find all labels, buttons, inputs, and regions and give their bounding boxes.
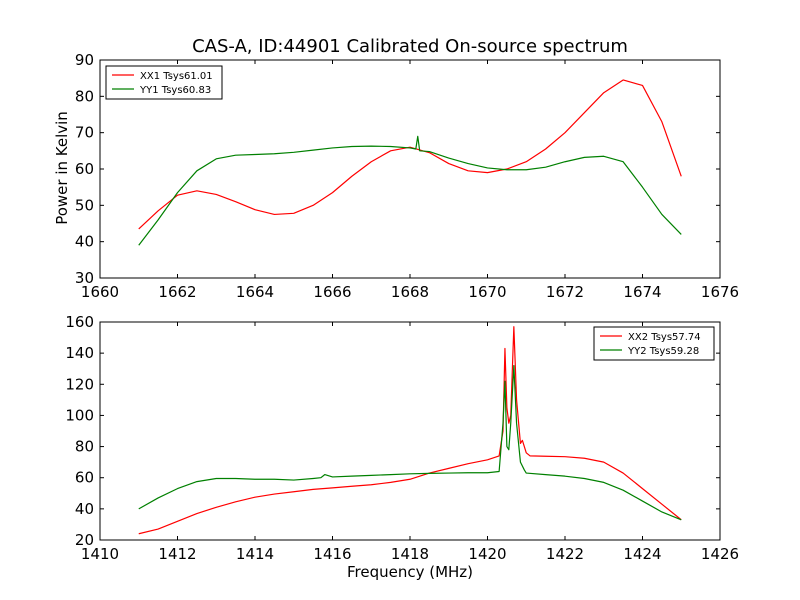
bottom-xtick-label: 1412 bbox=[158, 545, 196, 563]
top-xtick-label: 1672 bbox=[546, 283, 584, 301]
bottom-series-line-2 bbox=[138, 365, 682, 521]
bottom-xtick-label: 1414 bbox=[236, 545, 274, 563]
top-legend-label: YY1 Tsys60.83 bbox=[139, 85, 211, 96]
top-ytick-label: 40 bbox=[75, 233, 94, 251]
top-xtick-label: 1668 bbox=[391, 283, 429, 301]
bottom-ytick-label: 160 bbox=[65, 313, 94, 331]
y-axis-label: Power in Kelvin bbox=[53, 111, 71, 225]
bottom-ytick-label: 120 bbox=[65, 375, 94, 393]
top-series-line-2 bbox=[138, 135, 682, 246]
top-xtick-label: 1670 bbox=[468, 283, 506, 301]
top-ytick-label: 60 bbox=[75, 160, 94, 178]
top-xtick-label: 1674 bbox=[623, 283, 661, 301]
bottom-legend: XX2 Tsys57.74 YY2 Tsys59.28 bbox=[593, 326, 715, 361]
bottom-legend-label: YY2 Tsys59.28 bbox=[627, 346, 699, 357]
bottom-xtick-label: 1424 bbox=[623, 545, 661, 563]
top-legend-label: XX1 Tsys61.01 bbox=[140, 71, 213, 82]
bottom-xtick-label: 1418 bbox=[391, 545, 429, 563]
top-series-line-1 bbox=[138, 79, 682, 230]
plot-top: 1660 1662 1664 1666 1668 1670 1672 1674 1676 30 40… bbox=[75, 51, 739, 301]
bottom-xtick-label: 1426 bbox=[701, 545, 739, 563]
bottom-legend-label: XX2 Tsys57.74 bbox=[628, 332, 701, 343]
top-ytick-label: 90 bbox=[75, 51, 94, 69]
bottom-ytick-label: 60 bbox=[75, 469, 94, 487]
bottom-ytick-label: 40 bbox=[75, 500, 94, 518]
bottom-xtick-label: 1422 bbox=[546, 545, 584, 563]
x-axis-label: Frequency (MHz) bbox=[347, 563, 473, 581]
figure-title: CAS-A, ID:44901 Calibrated On-source spe… bbox=[192, 36, 628, 57]
bottom-ytick-label: 100 bbox=[65, 406, 94, 424]
top-xtick-label: 1666 bbox=[313, 283, 351, 301]
top-legend: XX1 Tsys61.01 YY1 Tsys60.83 bbox=[105, 65, 223, 100]
top-ytick-label: 50 bbox=[75, 196, 94, 214]
bottom-xtick-label: 1416 bbox=[313, 545, 351, 563]
bottom-ytick-label: 80 bbox=[75, 438, 94, 456]
bottom-legend-box bbox=[593, 326, 715, 361]
bottom-ytick-label: 140 bbox=[65, 344, 94, 362]
top-xtick-label: 1664 bbox=[236, 283, 274, 301]
bottom-ytick-label: 20 bbox=[75, 531, 94, 549]
bottom-xtick-label: 1420 bbox=[468, 545, 506, 563]
top-xtick-label: 1662 bbox=[158, 283, 196, 301]
top-ytick-label: 30 bbox=[75, 269, 94, 287]
top-legend-box bbox=[105, 65, 223, 100]
top-ytick-label: 70 bbox=[75, 124, 94, 142]
top-xtick-label: 1660 bbox=[81, 283, 119, 301]
bottom-xtick-label: 1410 bbox=[81, 545, 119, 563]
plot-bottom: 1410 1412 1414 1416 1418 1420 1422 1424 1426 20 40… bbox=[65, 313, 739, 563]
top-xtick-label: 1676 bbox=[701, 283, 739, 301]
top-ytick-label: 80 bbox=[75, 87, 94, 105]
